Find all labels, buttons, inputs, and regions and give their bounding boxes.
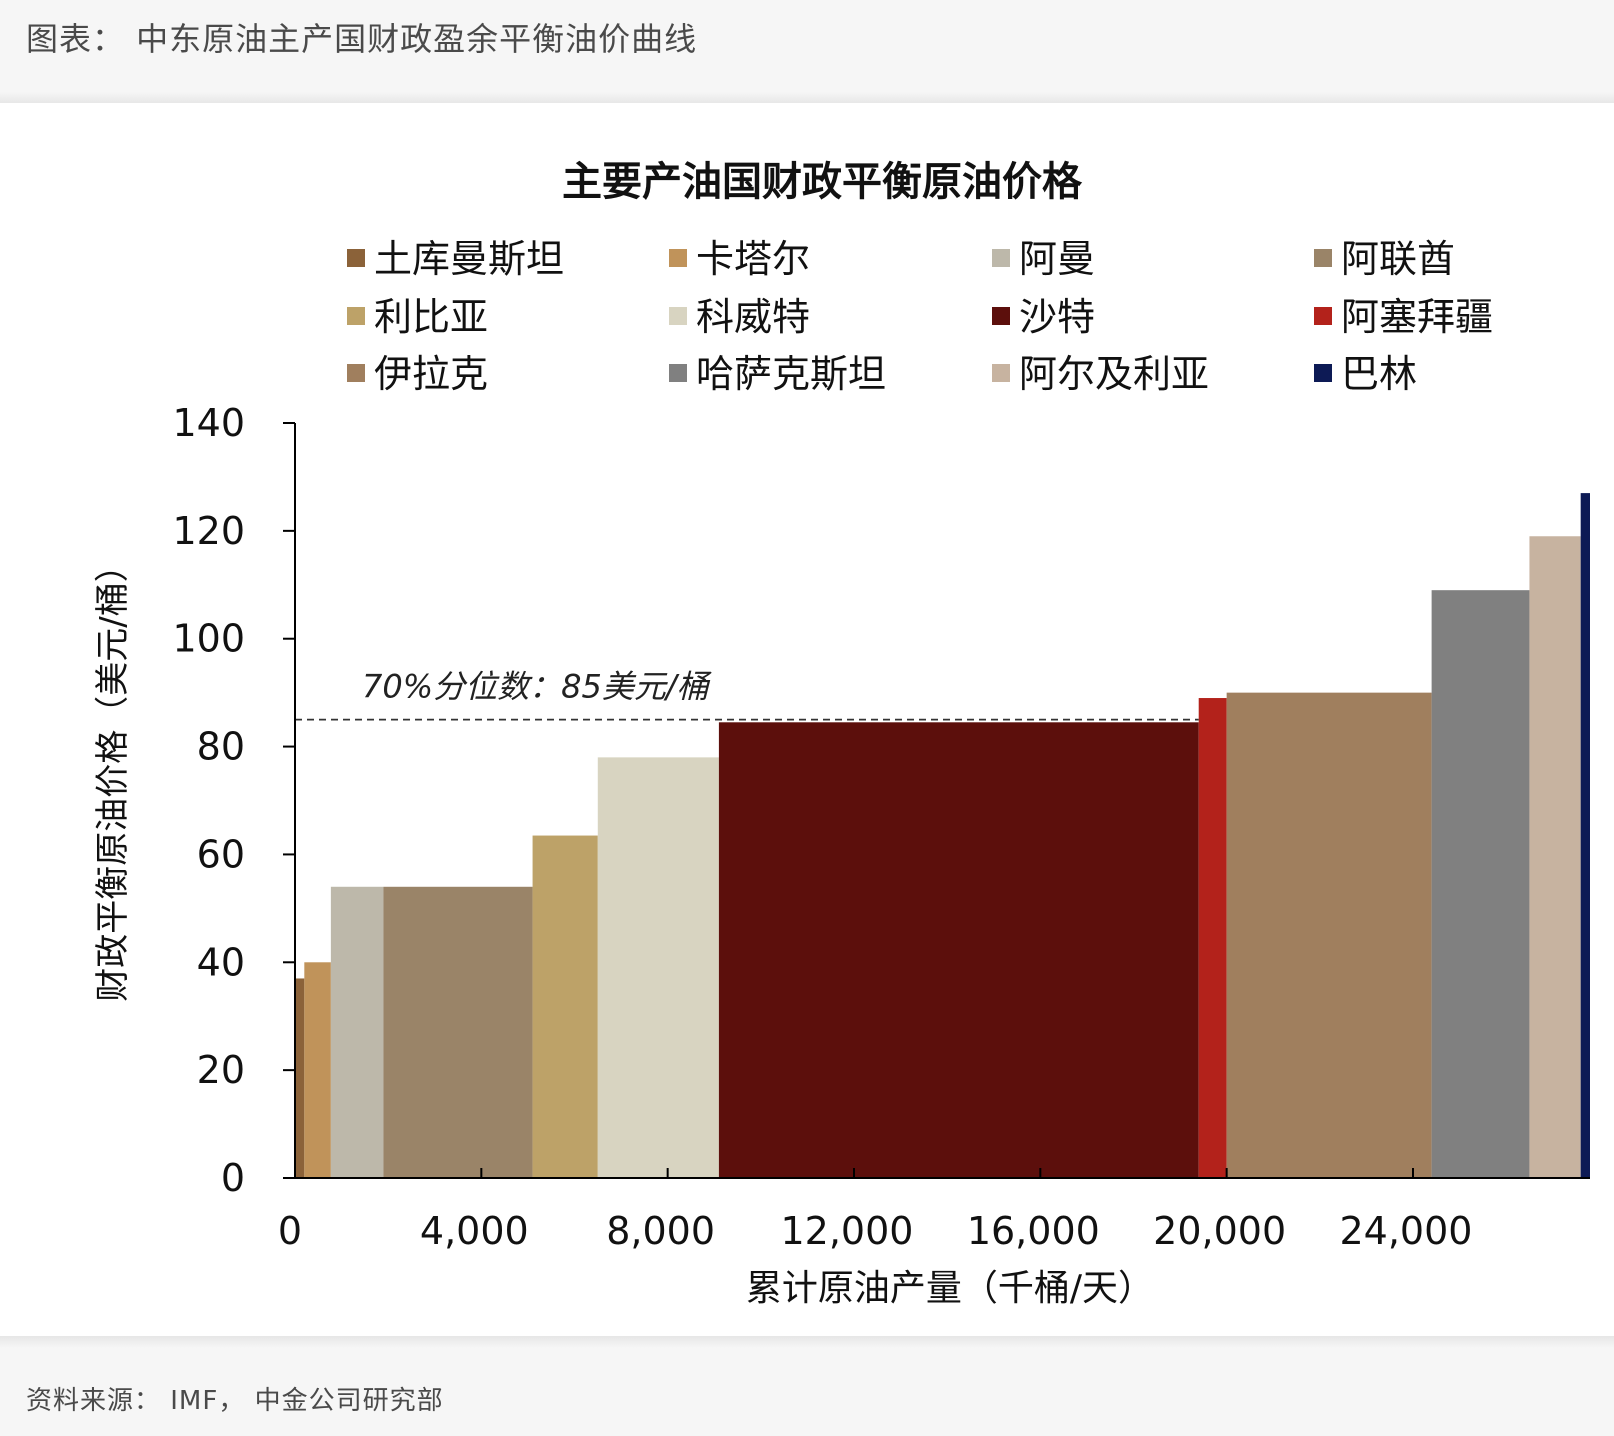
legend-label-9: 哈萨克斯坦: [696, 352, 886, 396]
y-axis-label: 财政平衡原油价格（美元/桶）: [93, 548, 133, 1001]
legend-label-1: 卡塔尔: [696, 237, 810, 281]
bar-11: [1580, 493, 1590, 1178]
x-tick-label-1: 4,000: [420, 1209, 529, 1253]
legend-label-10: 阿尔及利亚: [1019, 352, 1209, 396]
bar-6: [718, 722, 1199, 1178]
bar-9: [1431, 590, 1530, 1178]
legend-swatch-1: [669, 249, 687, 267]
x-tick-label-2: 8,000: [606, 1209, 715, 1253]
chart-title: 主要产油国财政平衡原油价格: [562, 159, 1083, 205]
bar-7: [1198, 698, 1227, 1178]
legend-swatch-4: [347, 307, 365, 325]
bar-1: [304, 962, 331, 1178]
x-axis-label: 累计原油产量（千桶/天）: [746, 1268, 1154, 1309]
x-tick-label-0: 0: [278, 1209, 302, 1253]
bar-8: [1226, 692, 1432, 1178]
bar-0: [295, 978, 305, 1178]
bar-5: [597, 757, 719, 1178]
panel-top-shadow: [0, 92, 1614, 104]
x-tick-label-4: 16,000: [967, 1209, 1100, 1253]
reference-line-group: 70%分位数：85美元/桶: [295, 668, 1199, 721]
legend-label-7: 阿塞拜疆: [1341, 295, 1493, 339]
legend-label-0: 土库曼斯坦: [374, 237, 564, 281]
legend-swatch-2: [992, 249, 1010, 267]
axes-group: 0 20 40 60 80 100 120 140 0 4,000 8,000 12,000 16,00…: [172, 401, 1590, 1253]
legend-label-2: 阿曼: [1019, 237, 1095, 281]
y-tick-label-6: 120: [172, 509, 245, 553]
y-tick-label-2: 40: [197, 940, 245, 984]
legend-swatch-10: [992, 364, 1010, 382]
legend-label-5: 科威特: [696, 295, 810, 339]
source-note: 资料来源： IMF， 中金公司研究部: [26, 1386, 444, 1416]
legend-swatch-9: [669, 364, 687, 382]
bar-10: [1529, 536, 1581, 1178]
figure-title: 图表： 中东原油主产国财政盈余平衡油价曲线: [26, 20, 698, 58]
bar-2: [330, 886, 384, 1178]
legend-label-3: 阿联酋: [1341, 237, 1455, 281]
bar-4: [532, 835, 598, 1178]
legend-swatch-11: [1314, 364, 1332, 382]
y-tick-label-5: 100: [172, 617, 245, 661]
y-tick-label-1: 20: [197, 1048, 245, 1092]
legend-swatch-5: [669, 307, 687, 325]
legend-swatch-8: [347, 364, 365, 382]
y-tick-label-7: 140: [172, 401, 245, 445]
x-tick-label-5: 20,000: [1153, 1209, 1286, 1253]
panel-bottom-shadow: [0, 1336, 1614, 1348]
legend-swatch-7: [1314, 307, 1332, 325]
bar-3: [383, 886, 533, 1178]
y-tick-label-3: 60: [197, 832, 245, 876]
legend-swatch-6: [992, 307, 1010, 325]
legend-label-4: 利比亚: [374, 295, 488, 339]
x-tick-label-6: 24,000: [1340, 1209, 1473, 1253]
y-tick-label-0: 0: [221, 1156, 245, 1200]
legend-swatch-0: [347, 249, 365, 267]
legend-label-11: 巴林: [1341, 352, 1417, 396]
reference-line-label: 70%分位数：85美元/桶: [362, 668, 713, 706]
bars-group: [295, 493, 1590, 1178]
legend-swatch-3: [1314, 249, 1332, 267]
x-tick-label-3: 12,000: [781, 1209, 914, 1253]
legend-label-6: 沙特: [1019, 295, 1095, 339]
y-tick-label-4: 80: [197, 725, 245, 769]
legend-label-8: 伊拉克: [374, 352, 488, 396]
